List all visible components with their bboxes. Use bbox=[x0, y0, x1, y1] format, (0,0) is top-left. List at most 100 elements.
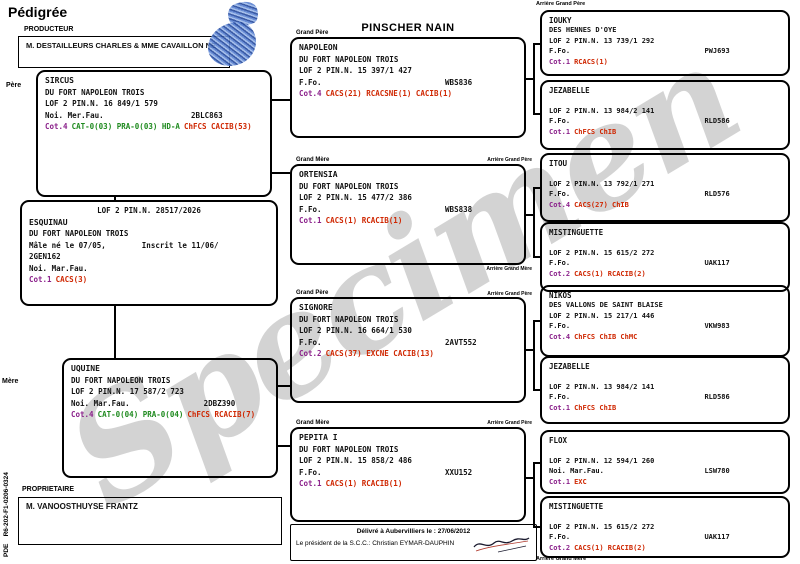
connector-stub bbox=[535, 526, 540, 528]
dog-titles: ChFCS ChIB bbox=[574, 403, 617, 412]
dog-cotation: Cot.4 bbox=[549, 332, 571, 341]
dog-box-ggsire-iouky: IOUKY DES HENNES D'OYE LOF 2 PIN.N. 13 7… bbox=[540, 10, 790, 76]
dog-titles: CACS(1) RCACIB(2) bbox=[574, 269, 646, 278]
dog-box-grandsire-signore: SIGNORE DU FORT NAPOLEON TROIS LOF 2 PIN… bbox=[290, 297, 526, 403]
dog-kennel bbox=[549, 238, 781, 248]
dog-box-ggdam-mistinguette: MISTINGUETTE LOF 2 PIN.N. 15 615/2 272 F… bbox=[540, 496, 790, 558]
breed-title: PINSCHER NAIN bbox=[361, 22, 455, 34]
dog-box-granddam-pepita: PEPITA I DU FORT NAPOLEON TROIS LOF 2 PI… bbox=[290, 427, 526, 522]
dog-name: ITOU bbox=[549, 159, 568, 168]
dog-titles: ChFCS RCACIB(7) bbox=[187, 410, 256, 419]
connector-sire-to-granddam bbox=[272, 172, 290, 174]
dog-registration: LOF 2 PIN.N. 13 984/2 141 bbox=[549, 106, 655, 115]
connector-stub bbox=[526, 349, 533, 351]
dog-name: IOUKY bbox=[549, 16, 572, 25]
dog-kennel: DU FORT NAPOLEON TROIS bbox=[29, 229, 129, 238]
dog-titles: ChFCS ChIB ChMC bbox=[574, 332, 638, 341]
dog-id-code: WBS838 bbox=[445, 204, 473, 214]
dog-id-code: RLD586 bbox=[704, 393, 730, 402]
dog-id-code: PWJ693 bbox=[704, 47, 730, 56]
document-title: Pédigrée bbox=[8, 4, 68, 20]
dog-name: SIRCUS bbox=[45, 76, 74, 85]
dog-color: F.Fo. bbox=[549, 393, 571, 402]
dog-name: PEPITA I bbox=[299, 433, 338, 442]
dog-registration: LOF 2 PIN.N. 16 849/1 579 bbox=[45, 99, 158, 108]
dog-cotation: Cot.1 bbox=[549, 477, 571, 486]
dog-name: ORTENSIA bbox=[299, 170, 338, 179]
dog-kennel: DU FORT NAPOLEON TROIS bbox=[299, 181, 399, 191]
dog-kennel bbox=[549, 446, 781, 456]
dog-name: MISTINGUETTE bbox=[549, 228, 604, 237]
dog-registration: LOF 2 PIN.N. 17 587/2 723 bbox=[71, 387, 184, 396]
great-grand-dam-label: Arrière Grand Mère bbox=[536, 556, 587, 562]
dog-name: UQUINE bbox=[71, 364, 100, 373]
connector-stub bbox=[535, 113, 540, 115]
connector-stub bbox=[535, 43, 540, 45]
dog-kennel bbox=[549, 96, 781, 106]
dog-name: SIGNORE bbox=[299, 303, 333, 312]
dog-color: F.Fo. bbox=[549, 47, 571, 56]
connector-stub bbox=[535, 320, 540, 322]
certificate-footer-box: Délivré à Aubervilliers le : 27/06/2012 … bbox=[290, 524, 537, 561]
grand-dam-label: Grand Mère bbox=[296, 420, 330, 426]
great-grand-sire-label: Arrière Grand Père bbox=[536, 1, 586, 7]
sire-label: Père bbox=[6, 82, 22, 89]
blue-ink-stamp bbox=[202, 0, 261, 66]
dog-registration: LOF 2 PIN.N. 15 217/1 446 bbox=[549, 311, 655, 320]
dog-registration: LOF 2 PIN.N. 13 792/1 271 bbox=[549, 179, 655, 188]
dog-box-ggdam-mistinguette: MISTINGUETTE LOF 2 PIN.N. 15 615/2 272 F… bbox=[540, 222, 790, 292]
dog-cotation: Cot.1 bbox=[549, 403, 571, 412]
dam-label: Mère bbox=[2, 378, 19, 385]
dog-id-code: XXU152 bbox=[445, 467, 473, 477]
dog-box-subject-esquinau: LOF 2 PIN.N. 28517/2026 ESQUINAU DU FORT… bbox=[20, 200, 278, 306]
dog-kennel bbox=[549, 372, 781, 382]
dog-box-ggdam-jezabelle: JEZABELLE LOF 2 PIN.N. 13 984/2 141 F.Fo… bbox=[540, 80, 790, 150]
dog-cotation: Cot.1 bbox=[299, 216, 322, 225]
producteur-name: M. DESTAILLEURS CHARLES & MME CAVAILLON … bbox=[26, 41, 216, 50]
grand-dam-label: Grand Mère bbox=[296, 157, 330, 163]
dog-id-code: 2AVT552 bbox=[445, 337, 477, 347]
dog-box-ggsire-itou: ITOU LOF 2 PIN.N. 13 792/1 271 F.Fo. RLD5… bbox=[540, 153, 790, 222]
dog-titles: EXC bbox=[574, 477, 587, 486]
connector-stub bbox=[535, 462, 540, 464]
producteur-box: M. DESTAILLEURS CHARLES & MME CAVAILLON … bbox=[18, 36, 230, 68]
great-grand-sire-label: Arrière Grand Père bbox=[487, 157, 532, 163]
dog-birth: Mâle né le 07/05, bbox=[29, 240, 106, 250]
dog-health-results: CAT-0(03) PRA-0(03) HD-A bbox=[71, 122, 180, 131]
dog-id-code: VKW983 bbox=[704, 322, 730, 331]
dog-kennel: DU FORT NAPOLEON TROIS bbox=[71, 375, 171, 385]
dog-cotation: Cot.1 bbox=[549, 127, 571, 136]
great-grand-sire-label: Arrière Grand Père bbox=[487, 420, 532, 426]
dog-cotation: Cot.4 bbox=[299, 89, 322, 98]
dog-id-code: 2DBZ390 bbox=[203, 398, 236, 408]
dog-registration: LOF 2 PIN.N. 16 664/1 530 bbox=[299, 326, 412, 335]
dog-color: F.Fo. bbox=[549, 190, 571, 199]
dog-name: NAPOLEON bbox=[299, 43, 338, 52]
dog-cotation: Cot.2 bbox=[549, 543, 571, 552]
connector-stub bbox=[535, 256, 540, 258]
connector-subject-to-dam bbox=[114, 306, 116, 358]
proprietaire-name: M. VANOOSTHUYSE FRANTZ bbox=[26, 502, 138, 511]
dog-titles: CACS(37) EXCNE CACIB(13) bbox=[325, 349, 434, 358]
dog-registration: LOF 2 PIN.N. 15 397/1 427 bbox=[299, 66, 412, 75]
dog-kennel: DU FORT NAPOLEON TROIS bbox=[299, 54, 399, 64]
dog-color: F.Fo. bbox=[549, 259, 571, 268]
proprietaire-label: PROPRIETAIRE bbox=[22, 486, 74, 493]
dog-inscription: Inscrit le 11/06/ bbox=[141, 240, 219, 250]
dog-name: JEZABELLE bbox=[549, 362, 590, 371]
dog-registration: LOF 2 PIN.N. 15 615/2 272 bbox=[549, 248, 655, 257]
connector-sire-to-subject bbox=[114, 195, 116, 202]
dog-kennel: DU FORT NAPOLEON TROIS bbox=[45, 87, 145, 97]
dog-box-sire-sircus: SIRCUS DU FORT NAPOLEON TROIS LOF 2 PIN.… bbox=[36, 70, 272, 197]
connector-stub bbox=[535, 389, 540, 391]
dog-titles: CACS(27) ChIB bbox=[574, 200, 629, 209]
connector-dam-to-granddam bbox=[278, 445, 290, 447]
dog-titles: CACS(1) RCACIB(1) bbox=[325, 216, 403, 225]
dog-registration: LOF 2 PIN.N. 12 594/1 260 bbox=[549, 456, 655, 465]
dog-id-code: UAK117 bbox=[704, 259, 730, 268]
dog-name: NIKOS bbox=[549, 291, 572, 300]
dog-titles: CACS(21) RCACSNE(1) CACIB(1) bbox=[325, 89, 453, 98]
dog-registration: LOF 2 PIN.N. 15 858/2 486 bbox=[299, 456, 412, 465]
dog-color: F.Fo. bbox=[549, 117, 571, 126]
